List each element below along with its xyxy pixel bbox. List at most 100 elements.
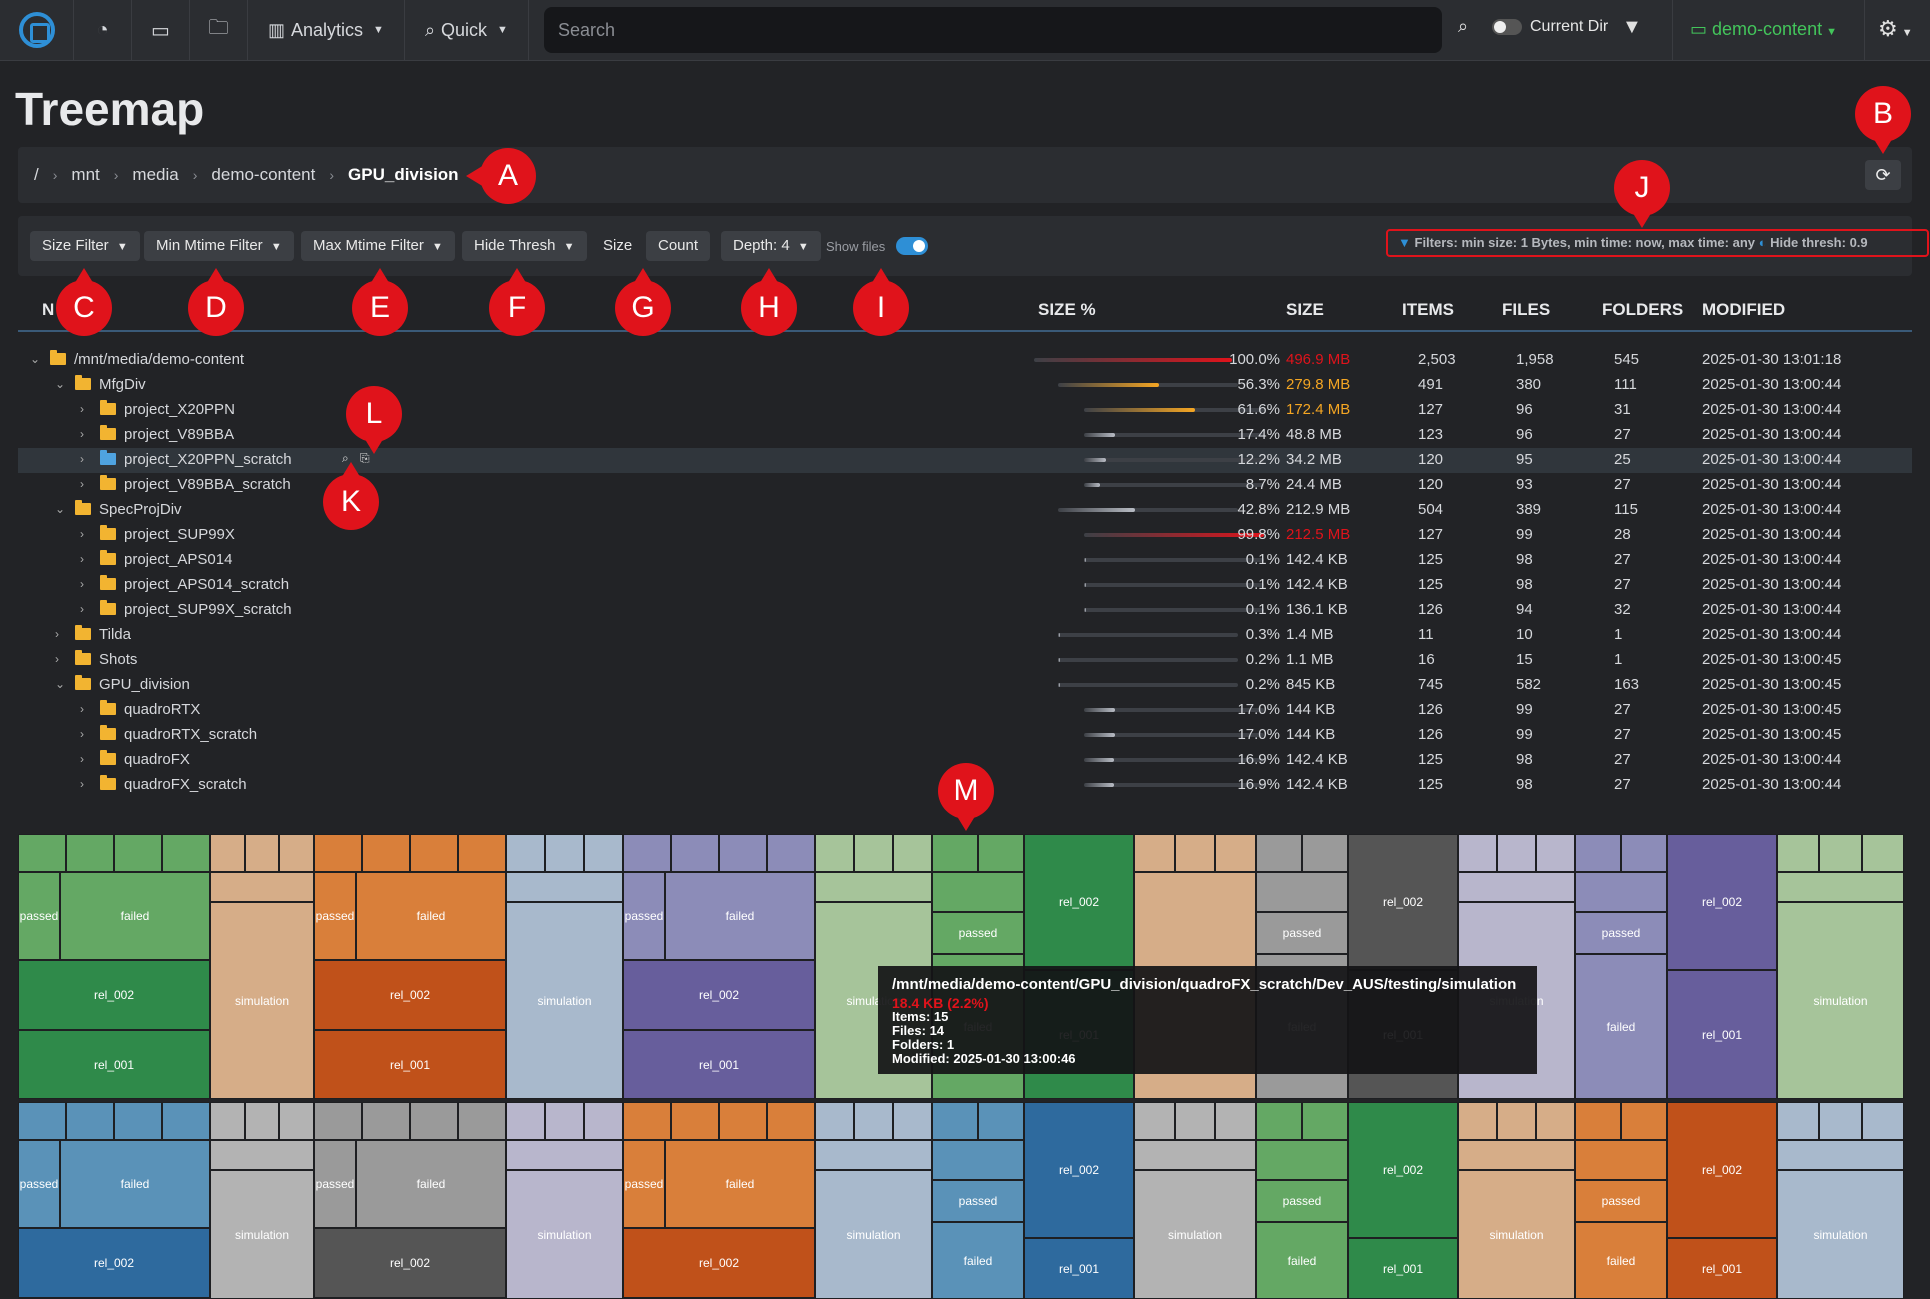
treemap-cell-rel-001[interactable]: rel_001 (1667, 970, 1777, 1099)
treemap-cell[interactable] (1536, 1102, 1575, 1140)
table-row[interactable]: › project_APS014_scratch 0.1% 142.4 KB 125 98… (18, 573, 1912, 598)
treemap-cell-rel-002[interactable]: rel_002 (314, 1228, 506, 1298)
table-row[interactable]: › project_SUP99X_scratch 0.1% 136.1 KB 126 94… (18, 598, 1912, 623)
chevron-down-icon[interactable]: ⌄ (55, 377, 66, 391)
treemap-cell-simulation[interactable]: simulation (815, 1170, 932, 1299)
chevron-right-icon[interactable]: › (80, 702, 84, 716)
treemap-cell[interactable] (1621, 1102, 1667, 1140)
table-row[interactable]: ⌄ GPU_division 0.2% 845 KB 745 582 163 2025-01-… (18, 673, 1912, 698)
treemap-cell-rel-001[interactable]: rel_001 (1667, 1238, 1777, 1299)
col-files[interactable]: FILES (1502, 300, 1551, 319)
treemap-cell[interactable] (978, 834, 1024, 872)
treemap-cell[interactable] (1134, 834, 1175, 872)
treemap-cell-failed[interactable]: failed (665, 872, 815, 960)
treemap-cell-passed[interactable]: passed (314, 872, 356, 960)
treemap-cell[interactable] (114, 834, 162, 872)
treemap-cell-rel-002[interactable]: rel_002 (18, 1228, 210, 1298)
index-selector[interactable]: ▭ demo-content ▼ (1690, 19, 1837, 40)
folder-button[interactable]: 🗀 (190, 0, 248, 61)
treemap-cell[interactable] (1174, 834, 1216, 872)
table-row[interactable]: › Shots 0.2% 1.1 MB 16 15 1 2025-01-30 13:00:45 (18, 648, 1912, 673)
table-row[interactable]: › quadroRTX_scratch 17.0% 144 KB 126 99 27 2025… (18, 723, 1912, 748)
row-name[interactable]: quadroFX_scratch (124, 776, 247, 793)
treemap-cell-rel-002[interactable]: rel_002 (1024, 1102, 1134, 1238)
treemap-cell[interactable] (66, 1102, 114, 1140)
row-name[interactable]: quadroFX (124, 751, 190, 768)
quick-menu[interactable]: ⌕ Quick ▼ (405, 0, 529, 61)
chevron-down-icon[interactable]: ⌄ (30, 352, 41, 366)
treemap-cell[interactable] (1777, 834, 1820, 872)
treemap-cell[interactable] (458, 834, 506, 872)
table-row[interactable]: › project_X20PPN 61.6% 172.4 MB 127 96 31 2025-… (18, 398, 1912, 423)
treemap-cell-passed[interactable]: passed (932, 1180, 1024, 1222)
analytics-menu[interactable]: ▥ Analytics ▼ (248, 0, 405, 61)
treemap-cell[interactable] (815, 872, 932, 902)
current-dir-toggle[interactable]: Current Dir (1492, 18, 1608, 36)
treemap-cell[interactable] (1215, 834, 1256, 872)
treemap-cell[interactable] (210, 834, 245, 872)
row-name[interactable]: Tilda (99, 626, 131, 643)
chevron-right-icon[interactable]: › (80, 752, 84, 766)
treemap-cell-passed[interactable]: passed (623, 872, 665, 960)
treemap-cell-rel-002[interactable]: rel_002 (314, 960, 506, 1030)
chevron-right-icon[interactable]: › (80, 602, 84, 616)
row-name[interactable]: project_APS014 (124, 551, 233, 568)
app-logo[interactable] (0, 0, 74, 61)
treemap-cell[interactable] (1861, 834, 1904, 872)
table-row[interactable]: › quadroFX 16.9% 142.4 KB 125 98 27 2025-01-30 … (18, 748, 1912, 773)
chevron-right-icon[interactable]: › (80, 427, 84, 441)
chevron-right-icon[interactable]: › (80, 577, 84, 591)
table-row[interactable]: › project_APS014 0.1% 142.4 KB 125 98 27 2025-0… (18, 548, 1912, 573)
chevron-down-icon[interactable]: ⌄ (55, 677, 66, 691)
treemap-cell[interactable] (66, 834, 114, 872)
treemap-cell[interactable] (932, 1140, 1024, 1180)
treemap-cell[interactable] (162, 1102, 210, 1140)
table-row[interactable]: ⌄ MfgDiv 56.3% 279.8 MB 491 380 111 2025-01-30 … (18, 373, 1912, 398)
treemap-cell[interactable] (815, 1102, 854, 1140)
treemap-cell[interactable] (932, 1102, 978, 1140)
treemap-cell[interactable] (1256, 1102, 1302, 1140)
chevron-right-icon[interactable]: › (80, 552, 84, 566)
treemap-cell-passed[interactable]: passed (1256, 912, 1348, 954)
treemap-cell[interactable] (210, 872, 314, 902)
row-name[interactable]: GPU_division (99, 676, 190, 693)
treemap-cell-passed[interactable]: passed (623, 1140, 665, 1228)
table-row[interactable]: › project_V89BBA_scratch 8.7% 24.4 MB 120 93 2… (18, 473, 1912, 498)
max-mtime-filter-dropdown[interactable]: Max Mtime Filter ▼ (301, 231, 455, 261)
treemap-cell[interactable] (1302, 834, 1348, 872)
treemap-cell[interactable] (584, 1102, 623, 1140)
treemap-cell[interactable] (815, 1140, 932, 1170)
treemap-cell[interactable] (1536, 834, 1575, 872)
treemap-cell[interactable] (1134, 1140, 1256, 1170)
treemap-cell-failed[interactable]: failed (1575, 954, 1667, 1099)
treemap-cell[interactable] (1458, 834, 1497, 872)
treemap-cell[interactable] (1497, 1102, 1536, 1140)
row-name[interactable]: quadroRTX (124, 701, 201, 718)
treemap-cell-failed[interactable]: failed (665, 1140, 815, 1228)
table-row[interactable]: › Tilda 0.3% 1.4 MB 11 10 1 2025-01-30 13:00:44 (18, 623, 1912, 648)
treemap-cell[interactable] (932, 872, 1024, 912)
row-name[interactable]: Shots (99, 651, 138, 668)
treemap-cell-passed[interactable]: passed (1575, 1180, 1667, 1222)
chevron-right-icon[interactable]: › (55, 652, 59, 666)
treemap-cell[interactable] (1458, 872, 1575, 902)
treemap-cell[interactable] (1215, 1102, 1256, 1140)
row-name[interactable]: project_APS014_scratch (124, 576, 290, 593)
treemap-cell[interactable] (1458, 1102, 1497, 1140)
treemap-cell[interactable] (1458, 1140, 1575, 1170)
row-name[interactable]: MfgDiv (99, 376, 146, 393)
col-folders[interactable]: FOLDERS (1602, 300, 1684, 319)
treemap-cell[interactable] (410, 834, 458, 872)
treemap-cell-simulation[interactable]: simulation (1458, 1170, 1575, 1299)
table-row[interactable]: › quadroRTX 17.0% 144 KB 126 99 27 2025-01-30 1… (18, 698, 1912, 723)
treemap-cell-rel-002[interactable]: rel_002 (1348, 834, 1458, 970)
treemap-cell[interactable] (362, 1102, 410, 1140)
treemap-cell-passed[interactable]: passed (18, 872, 60, 960)
treemap-cell[interactable] (1174, 1102, 1216, 1140)
treemap-cell[interactable] (114, 1102, 162, 1140)
treemap-cell[interactable] (1621, 834, 1667, 872)
treemap-cell[interactable] (623, 1102, 671, 1140)
chevron-right-icon[interactable]: › (80, 777, 84, 791)
treemap-cell[interactable] (1575, 872, 1667, 912)
dashboard-button[interactable]: ◔ (74, 0, 132, 61)
